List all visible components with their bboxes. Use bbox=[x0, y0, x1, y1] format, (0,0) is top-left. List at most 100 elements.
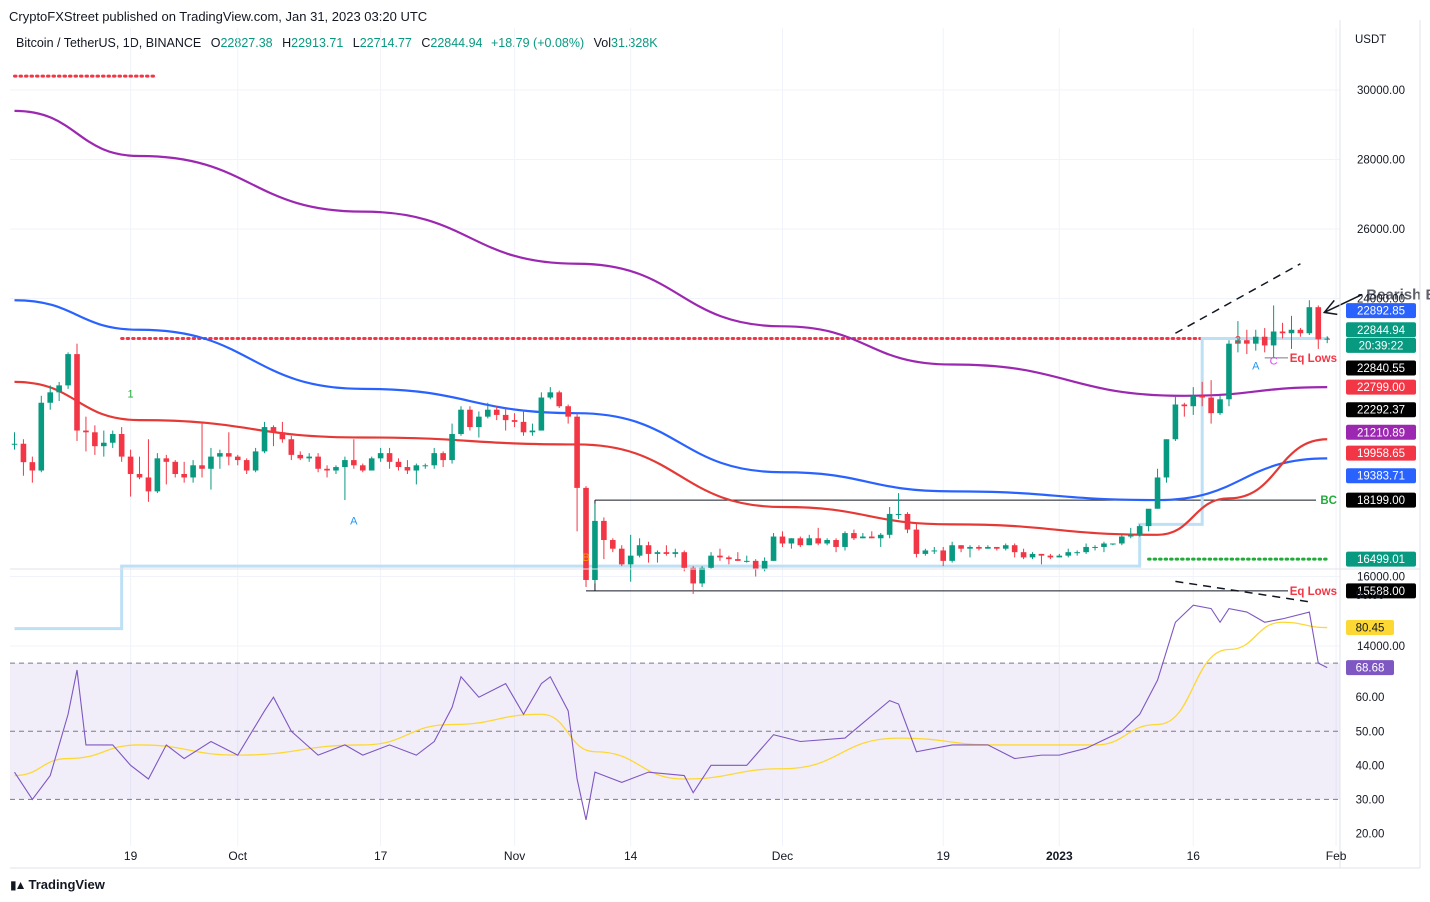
candle-body bbox=[1324, 338, 1331, 340]
candle-body bbox=[288, 439, 295, 455]
candle-body bbox=[779, 536, 786, 544]
candle-body bbox=[1172, 404, 1179, 440]
candle-body bbox=[1226, 343, 1232, 400]
candle-body bbox=[1244, 340, 1250, 344]
candle-body bbox=[154, 458, 161, 492]
candle-body bbox=[627, 555, 634, 565]
price-tag: 20:39:22 bbox=[1359, 340, 1404, 352]
candle-body bbox=[297, 454, 304, 459]
candle-body bbox=[101, 442, 107, 447]
candle-body bbox=[243, 460, 250, 471]
candle-body bbox=[904, 513, 911, 530]
candle-body bbox=[565, 406, 571, 417]
rsi-value-tag: 80.45 bbox=[1356, 623, 1385, 635]
pattern-label: C bbox=[1270, 356, 1278, 368]
candle-body bbox=[1163, 439, 1170, 478]
candle-body bbox=[735, 559, 741, 561]
volume-label: Vol bbox=[593, 36, 611, 50]
volume-value: 31.328K bbox=[611, 36, 658, 50]
price-tag-bg bbox=[1346, 379, 1416, 395]
candle-body bbox=[1208, 397, 1214, 414]
candle-body bbox=[842, 533, 848, 547]
price-tag: 16499.01 bbox=[1357, 554, 1405, 566]
candle-body bbox=[359, 465, 366, 471]
candle-body bbox=[1110, 543, 1116, 545]
candle-body bbox=[136, 473, 143, 478]
candle-body bbox=[1306, 307, 1313, 334]
supertrend-line bbox=[14, 336, 1328, 631]
candle-body bbox=[851, 533, 857, 539]
candle-body bbox=[761, 560, 768, 570]
price-tag-bg bbox=[1346, 551, 1416, 567]
price-tag-bg bbox=[1346, 468, 1416, 484]
price-axis-label: 28000.00 bbox=[1357, 155, 1405, 167]
candle-body bbox=[601, 520, 607, 541]
candle-body bbox=[226, 453, 232, 457]
candle-body bbox=[636, 545, 643, 556]
candle-body bbox=[752, 560, 759, 570]
candle-body bbox=[476, 416, 482, 428]
low-value: 22714.77 bbox=[359, 36, 412, 50]
open-label: O bbox=[210, 36, 221, 50]
candle-body bbox=[1127, 534, 1134, 537]
candle-body bbox=[663, 552, 670, 554]
candle-body bbox=[199, 465, 205, 469]
candle-body bbox=[83, 430, 89, 433]
candle-body bbox=[1056, 555, 1063, 558]
rsi-divergence-line bbox=[1175, 580, 1310, 603]
candle-body bbox=[449, 434, 455, 461]
x-tick-label: Feb bbox=[1326, 849, 1347, 863]
candle-body bbox=[368, 458, 375, 471]
tradingview-logo[interactable]: ▮▲ TradingView bbox=[10, 877, 105, 892]
candle-body bbox=[208, 456, 214, 469]
rsi-axis-label: 60.00 bbox=[1356, 692, 1385, 704]
candle-body bbox=[431, 453, 438, 466]
candle-body bbox=[699, 567, 705, 584]
candle-body bbox=[922, 550, 929, 554]
candle-body bbox=[958, 545, 964, 549]
candle-body bbox=[940, 550, 947, 561]
candle-body bbox=[181, 473, 187, 478]
price-axis-label: 24000.00 bbox=[1357, 294, 1405, 306]
price-tag-bg bbox=[1346, 322, 1416, 338]
candle-body bbox=[413, 465, 420, 471]
candle-body bbox=[395, 461, 402, 468]
low-label: L bbox=[352, 36, 360, 50]
candle-body bbox=[1145, 508, 1152, 527]
candle-body bbox=[163, 458, 170, 462]
x-tick-label: 14 bbox=[624, 849, 638, 863]
price-axis-label: 30000.00 bbox=[1357, 85, 1405, 97]
annotation-arrowhead bbox=[1322, 299, 1338, 316]
candle-body bbox=[1011, 545, 1018, 553]
candle-body bbox=[1297, 329, 1304, 334]
candle-body bbox=[538, 397, 545, 431]
candle-body bbox=[386, 453, 393, 462]
price-tag: 21210.89 bbox=[1357, 427, 1405, 439]
candle-body bbox=[279, 432, 286, 440]
candle-body bbox=[190, 465, 196, 478]
candle-body bbox=[815, 538, 821, 544]
price-tag: 22799.00 bbox=[1357, 382, 1405, 394]
candle-body bbox=[217, 453, 223, 457]
candle-body bbox=[886, 513, 893, 535]
candle-body bbox=[351, 460, 357, 466]
candle-body bbox=[860, 536, 866, 539]
candle-body bbox=[404, 467, 411, 471]
price-tag-bg bbox=[1346, 492, 1416, 508]
candle-body bbox=[65, 354, 71, 386]
candle-body bbox=[743, 560, 750, 562]
candle-body bbox=[1119, 536, 1125, 544]
candle-body bbox=[172, 461, 179, 474]
candle-body bbox=[994, 546, 1000, 549]
candle-body bbox=[127, 456, 134, 474]
candle-body bbox=[672, 552, 679, 554]
candle-body bbox=[1154, 477, 1161, 509]
candle-body bbox=[618, 548, 625, 565]
price-tag-bg bbox=[1346, 424, 1416, 440]
candle-body bbox=[1038, 553, 1045, 556]
candle-body bbox=[717, 555, 723, 558]
rsi-line bbox=[14, 604, 1328, 820]
price-tag: 15588.00 bbox=[1357, 586, 1405, 598]
price-axis-label: 14000.00 bbox=[1357, 641, 1405, 653]
